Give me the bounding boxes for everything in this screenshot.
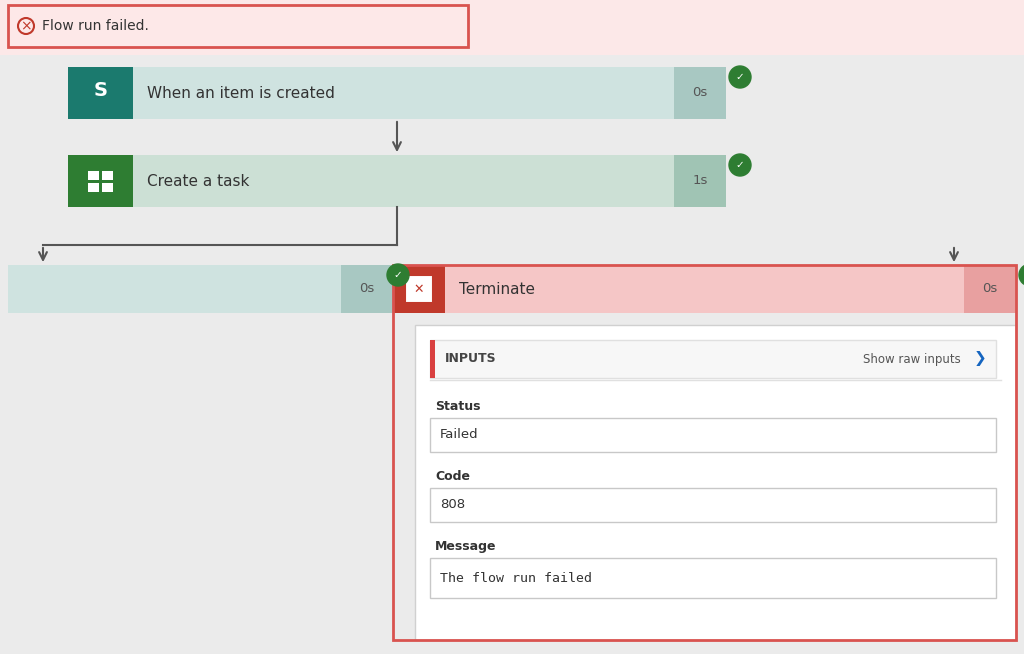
Bar	[393, 265, 1016, 313]
Bar	[8, 5, 468, 47]
Text: 808: 808	[440, 498, 465, 511]
Bar	[430, 558, 996, 598]
Bar	[68, 155, 726, 207]
Text: Create a task: Create a task	[147, 173, 250, 188]
Text: ✓: ✓	[735, 72, 744, 82]
Bar	[415, 325, 1016, 640]
Text: ✕: ✕	[414, 283, 424, 296]
Bar	[674, 67, 726, 119]
Text: ❯: ❯	[974, 351, 987, 366]
Text: S: S	[93, 82, 108, 101]
Text: 0s: 0s	[359, 283, 375, 296]
Text: Message: Message	[435, 540, 497, 553]
Circle shape	[1019, 264, 1024, 286]
Text: The flow run failed: The flow run failed	[440, 572, 592, 585]
Circle shape	[729, 66, 751, 88]
Bar	[406, 275, 433, 303]
Bar	[68, 67, 726, 119]
Bar	[964, 265, 1016, 313]
Bar	[68, 67, 133, 119]
Text: INPUTS: INPUTS	[445, 353, 497, 366]
Bar	[430, 488, 996, 522]
Bar	[393, 265, 445, 313]
Text: Code: Code	[435, 470, 470, 483]
Bar	[88, 171, 99, 179]
Text: Failed: Failed	[440, 428, 478, 441]
Text: ✓: ✓	[393, 270, 402, 280]
Bar	[68, 155, 133, 207]
Circle shape	[729, 154, 751, 176]
Bar	[0, 0, 1024, 55]
Bar	[393, 265, 1016, 640]
Circle shape	[387, 264, 409, 286]
Bar	[8, 265, 393, 313]
Bar	[102, 171, 113, 179]
Bar	[102, 182, 113, 192]
Text: 0s: 0s	[692, 86, 708, 99]
Text: ✓: ✓	[735, 160, 744, 170]
Bar	[674, 155, 726, 207]
Text: Flow run failed.: Flow run failed.	[42, 19, 148, 33]
Bar	[88, 182, 99, 192]
Text: 1s: 1s	[692, 175, 708, 188]
Text: Status: Status	[435, 400, 480, 413]
Text: ×: ×	[20, 19, 32, 33]
Text: Terminate: Terminate	[459, 281, 535, 296]
Bar	[430, 340, 435, 378]
Text: Show raw inputs: Show raw inputs	[863, 353, 961, 366]
Bar	[430, 418, 996, 452]
Text: 0s: 0s	[982, 283, 997, 296]
Bar	[341, 265, 393, 313]
Bar	[430, 340, 996, 378]
Text: When an item is created: When an item is created	[147, 86, 335, 101]
